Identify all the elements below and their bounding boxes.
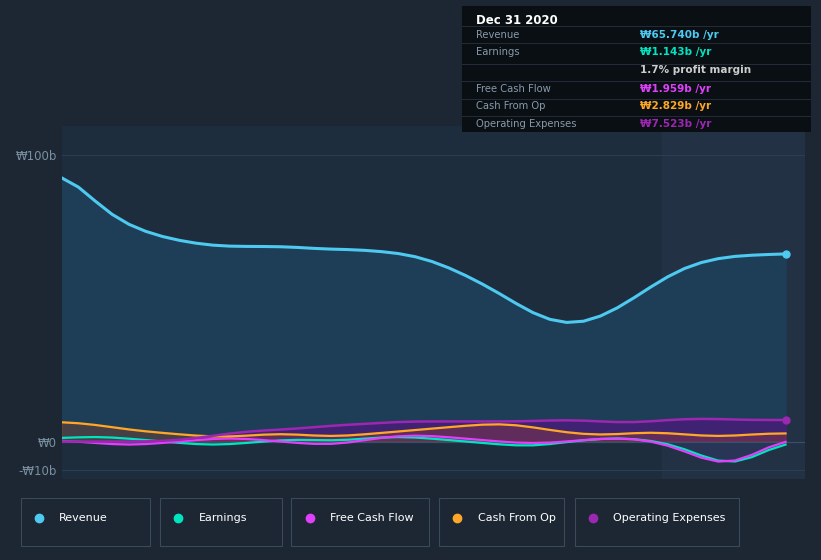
Text: Dec 31 2020: Dec 31 2020 <box>476 15 558 27</box>
Text: ₩2.829b /yr: ₩2.829b /yr <box>640 101 711 111</box>
Text: Revenue: Revenue <box>476 30 520 40</box>
Text: Cash From Op: Cash From Op <box>476 101 546 111</box>
Text: Operating Expenses: Operating Expenses <box>613 514 726 524</box>
Text: ₩7.523b /yr: ₩7.523b /yr <box>640 119 712 129</box>
Text: Earnings: Earnings <box>476 47 520 57</box>
Text: Revenue: Revenue <box>59 514 108 524</box>
Text: Operating Expenses: Operating Expenses <box>476 119 576 129</box>
Bar <box>662 126 805 479</box>
Bar <box>439 498 564 547</box>
Bar <box>291 498 429 547</box>
Bar <box>575 498 739 547</box>
Bar <box>21 498 150 547</box>
Text: 1.7% profit margin: 1.7% profit margin <box>640 65 751 75</box>
Text: ₩65.740b /yr: ₩65.740b /yr <box>640 30 719 40</box>
Text: Free Cash Flow: Free Cash Flow <box>476 84 551 94</box>
Text: ₩1.143b /yr: ₩1.143b /yr <box>640 47 712 57</box>
Text: Cash From Op: Cash From Op <box>478 514 556 524</box>
Text: Free Cash Flow: Free Cash Flow <box>330 514 414 524</box>
Text: ₩1.959b /yr: ₩1.959b /yr <box>640 84 711 94</box>
Bar <box>160 498 282 547</box>
Text: Earnings: Earnings <box>199 514 247 524</box>
